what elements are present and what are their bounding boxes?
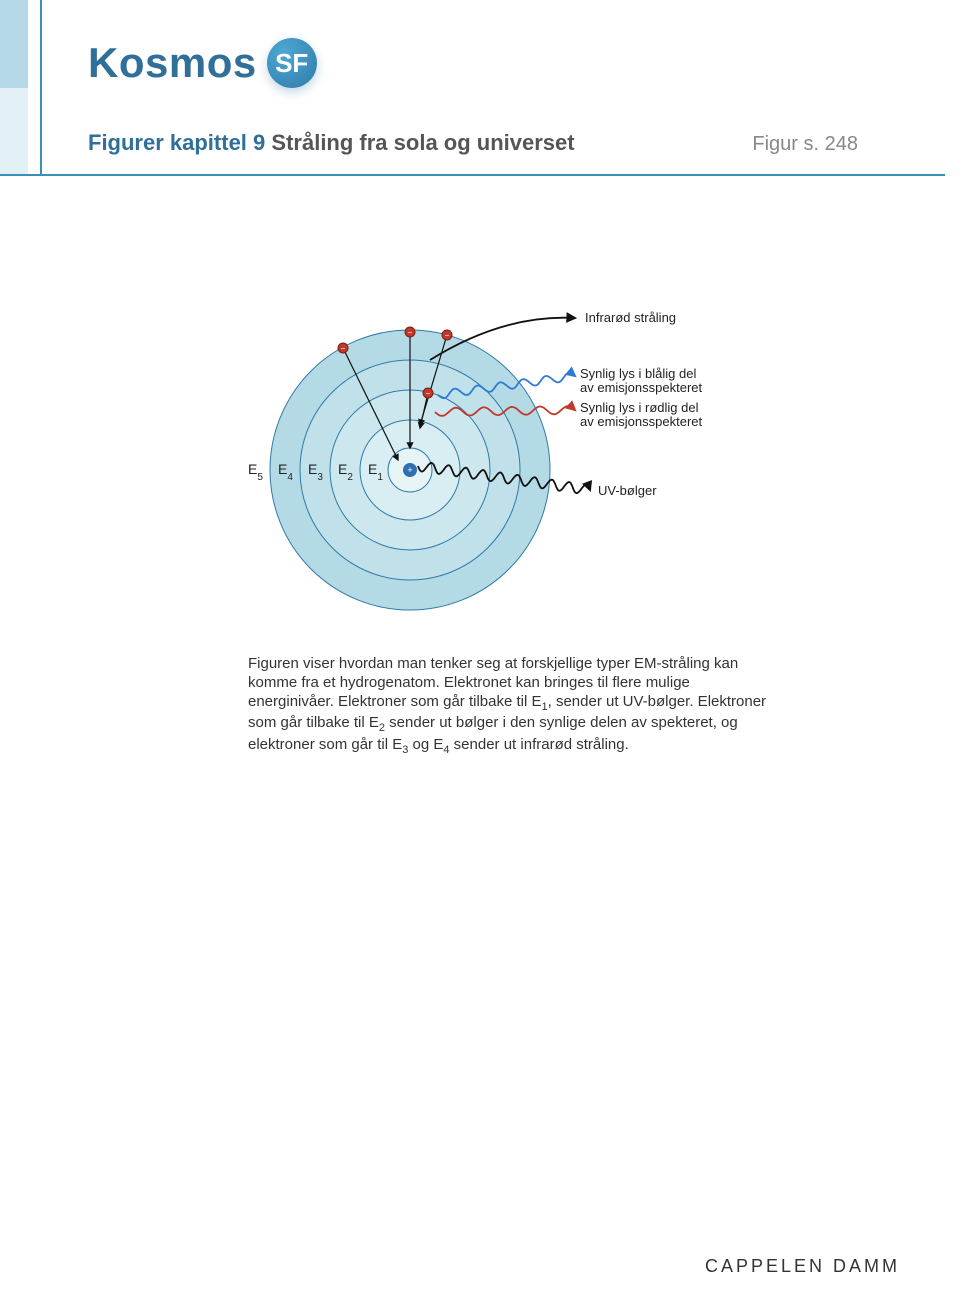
electron-glyph: − [408, 328, 413, 337]
caption-part-8: sender ut infrarød stråling. [450, 736, 629, 753]
electron-glyph: − [341, 344, 346, 353]
wave-label: UV-bølger [598, 483, 657, 498]
publisher-label: CAPPELEN DAMM [705, 1256, 900, 1277]
wave-label: Synlig lys i rødlig delav emisjonsspekte… [580, 400, 702, 429]
figure-page-label: Figur s. 248 [752, 133, 858, 156]
electron-glyph: − [426, 389, 431, 398]
chapter-number: Figurer kapittel 9 [88, 130, 265, 155]
wave-label: Infrarød stråling [585, 310, 676, 325]
header-rule [0, 174, 945, 176]
shell-label: E5 [248, 461, 263, 483]
page-header: Kosmos SF [88, 38, 317, 88]
chapter-subtitle: Figurer kapittel 9 Stråling fra sola og … [88, 130, 575, 156]
side-block-b [0, 88, 28, 176]
wave-label: Synlig lys i blålig delav emisjonsspekte… [580, 366, 702, 395]
subtitle-row: Figurer kapittel 9 Stråling fra sola og … [88, 130, 858, 156]
electron-glyph: − [445, 331, 450, 340]
figure-caption: Figuren viser hvordan man tenker seg at … [248, 655, 768, 758]
side-block-a [0, 0, 28, 88]
brand-name: Kosmos [88, 39, 257, 87]
chapter-title: Stråling fra sola og universet [271, 130, 574, 155]
brand-badge: SF [267, 38, 317, 88]
nucleus-glyph: + [407, 465, 412, 475]
energy-level-diagram: +E5E4E3E2E1−−−−Infrarød strålingSynlig l… [240, 300, 740, 620]
caption-part-6: og E [408, 736, 443, 753]
brand: Kosmos SF [88, 38, 317, 88]
side-vertical-line [40, 0, 42, 176]
diagram-svg: +E5E4E3E2E1−−−−Infrarød strålingSynlig l… [240, 300, 740, 640]
